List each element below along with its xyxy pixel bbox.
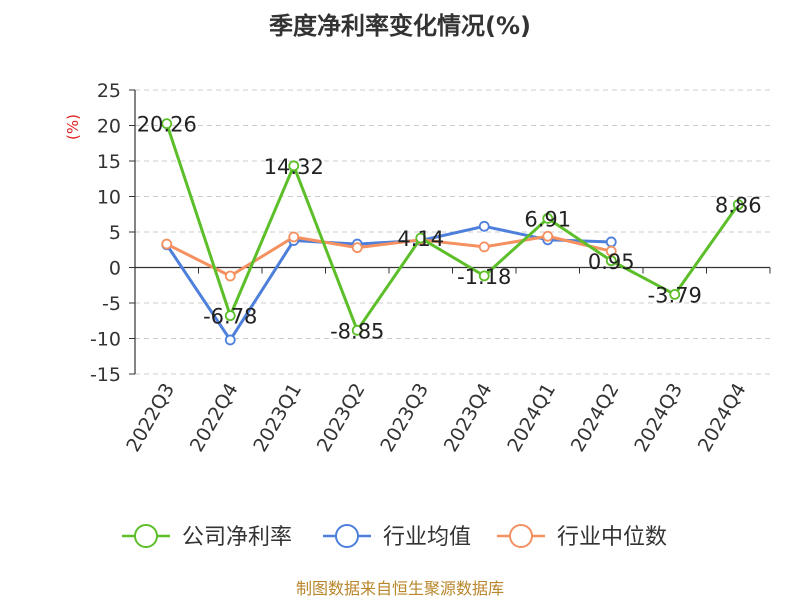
data-point — [478, 220, 490, 232]
y-tick-label: -10 — [90, 329, 121, 351]
legend-label: 行业均值 — [383, 525, 471, 550]
data-point — [288, 160, 300, 172]
y-tick-label: 20 — [97, 116, 121, 138]
x-tick-label: 2024Q1 — [503, 380, 560, 456]
data-point — [351, 242, 363, 254]
x-tick-label: 2024Q3 — [630, 380, 687, 456]
data-point — [732, 199, 744, 210]
data-label: 4.14 — [397, 227, 444, 251]
data-point — [224, 270, 236, 282]
data-label: -1.18 — [457, 265, 511, 289]
y-tick-label: 5 — [109, 222, 121, 244]
x-tick-label: 2024Q2 — [567, 380, 624, 456]
legend-item: 行业均值 — [323, 524, 471, 550]
data-point — [415, 232, 427, 244]
data-label: -6.78 — [203, 305, 257, 329]
data-point — [669, 289, 681, 300]
y-tick-label: 10 — [97, 187, 121, 209]
y-axis-ticks: 25 20 15 10 5 0 -5 -10 -15 — [90, 80, 121, 386]
chart-title: 季度净利率变化情况(%) — [269, 12, 531, 40]
data-label: -3.79 — [648, 283, 702, 307]
y-tick-label: 0 — [109, 258, 121, 280]
legend: 公司净利率 行业均值 行业中位数 — [122, 524, 667, 550]
source-note: 制图数据来自恒生聚源数据库 — [296, 579, 504, 598]
series-lines — [161, 118, 744, 346]
axes — [129, 89, 771, 375]
data-label: 6.91 — [524, 207, 571, 231]
x-tick-label: 2024Q4 — [694, 380, 751, 456]
series-line — [165, 123, 740, 332]
legend-item: 公司净利率 — [122, 524, 292, 550]
data-label: 20.26 — [137, 113, 197, 137]
data-point — [224, 334, 236, 346]
legend-label: 公司净利率 — [182, 525, 292, 550]
y-axis-unit-label: (%) — [64, 114, 82, 140]
x-tick-label: 2023Q2 — [313, 380, 370, 456]
data-point — [605, 255, 617, 267]
data-point — [605, 236, 617, 248]
data-point — [542, 230, 554, 242]
data-point — [161, 238, 173, 250]
legend-swatch-marker — [509, 524, 533, 548]
y-tick-label: -15 — [90, 364, 121, 386]
data-label: 8.86 — [715, 194, 762, 218]
data-point — [351, 324, 363, 336]
data-point — [288, 231, 300, 243]
x-tick-label: 2022Q3 — [122, 380, 179, 456]
y-tick-label: 25 — [97, 80, 121, 102]
data-label: -8.85 — [330, 319, 384, 343]
data-label: 0.95 — [588, 250, 635, 274]
data-point — [478, 270, 490, 282]
y-tick-label: 15 — [97, 151, 121, 173]
data-point — [542, 213, 554, 224]
legend-swatch-marker — [134, 524, 158, 548]
x-axis-ticks: 2022Q3 2022Q4 2023Q1 2023Q2 2023Q3 2023Q4 2024… — [122, 380, 750, 456]
x-tick-label: 2023Q4 — [440, 380, 497, 456]
legend-label: 行业中位数 — [557, 525, 667, 550]
series-line — [166, 234, 612, 278]
data-labels: 20.26 -6.78 14.32 -8.85 4.14 -1.18 6.91 0.95 -3.… — [137, 113, 762, 344]
data-label: 14.32 — [264, 155, 324, 179]
legend-item: 行业中位数 — [497, 524, 667, 550]
data-point — [478, 241, 490, 253]
x-tick-label: 2023Q3 — [376, 380, 433, 456]
x-tick-label: 2023Q1 — [249, 380, 306, 456]
data-point — [161, 118, 173, 130]
y-tick-label: -5 — [102, 293, 121, 315]
x-tick-label: 2022Q4 — [186, 380, 243, 456]
legend-swatch-marker — [335, 524, 359, 548]
data-point — [224, 310, 236, 322]
